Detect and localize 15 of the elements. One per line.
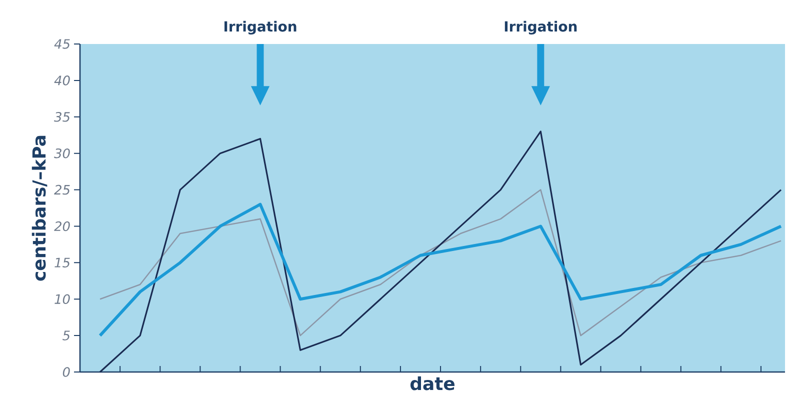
x-axis-title: date <box>410 376 454 390</box>
text: Irrigation <box>504 20 577 35</box>
line-series <box>99 130 782 373</box>
y-tick-label: 0 <box>62 367 70 377</box>
y-tick-label: 45 <box>54 39 70 49</box>
y-tick-label: 40 <box>54 76 70 86</box>
y-tick-label: 25 <box>54 184 70 195</box>
y-tick-label: 5 <box>62 330 70 340</box>
y-tick-label: 35 <box>54 112 70 122</box>
y-tick-label: 20 <box>54 221 70 232</box>
y-tick-label: 15 <box>54 258 70 268</box>
y-axis-title: centibars/–kPa <box>32 136 48 281</box>
y-tick-label: 30 <box>54 148 70 158</box>
text: Irrigation <box>224 20 296 35</box>
y-tick-label: 10 <box>54 294 70 304</box>
